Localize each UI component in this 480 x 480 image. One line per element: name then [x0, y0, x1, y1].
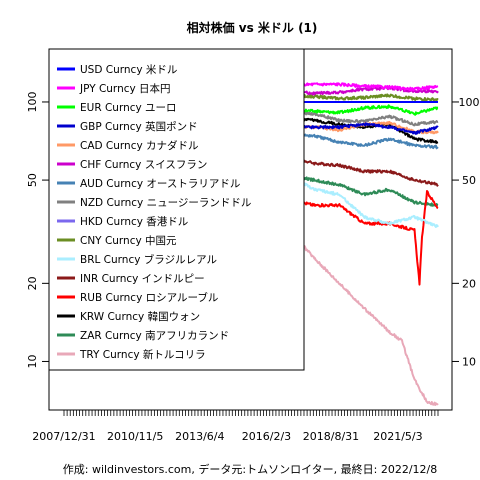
legend: USD Curncy 米ドル JPY Curncy 日本円 EUR Curncy ユ… [48, 48, 305, 371]
legend-label: USD Curncy 米ドル [80, 63, 177, 76]
x-tick-label: 2010/11/5 [107, 430, 163, 443]
y-tick-label: 20 [26, 276, 39, 290]
legend-label: NZD Curncy ニュージーランドドル [80, 197, 251, 209]
legend-label: BRL Curncy ブラジルレアル [80, 253, 217, 266]
legend-label: KRW Curncy 韓国ウォン [80, 311, 200, 323]
y-axis-right: 10 20 50 100 [451, 96, 480, 368]
legend-label: INR Curncy インドルピー [80, 273, 205, 285]
y-axis-left: 10 20 50 100 [26, 91, 50, 368]
y-tick-label: 50 [26, 173, 39, 187]
legend-label: GBP Curncy 英国ポンド [80, 120, 198, 133]
x-tick-label: 2018/8/31 [303, 430, 359, 443]
y-tick-label: 50 [462, 174, 476, 187]
x-tick-label: 2013/6/4 [175, 430, 224, 443]
legend-label: CHF Curncy スイスフラン [80, 159, 207, 171]
legend-label: CAD Curncy カナダドル [80, 139, 199, 152]
y-tick-label: 100 [459, 96, 480, 109]
chart-title: 相対株価 vs 米ドル (1) [187, 20, 318, 35]
x-axis: 2007/12/31 2010/11/5 2013/6/4 2016/2/3 2018/… [32, 409, 439, 443]
x-tick-label: 2007/12/31 [32, 430, 95, 443]
legend-label: EUR Curncy ユーロ [80, 102, 177, 114]
legend-label: ZAR Curncy 南アフリカランド [80, 329, 229, 342]
x-tick-label: 2016/2/3 [242, 430, 291, 443]
x-tick-label: 2021/5/3 [373, 430, 422, 443]
legend-box [48, 48, 305, 371]
y-tick-label: 10 [462, 355, 476, 368]
legend-label: RUB Curncy ロシアルーブル [80, 291, 218, 304]
y-tick-label: 100 [26, 91, 39, 112]
legend-label: AUD Curncy オーストラリアドル [80, 178, 240, 190]
legend-label: JPY Curncy 日本円 [79, 82, 171, 95]
y-tick-label: 10 [26, 354, 39, 368]
chart-caption: 作成: wildinvestors.com, データ元:トムソンロイター, 最終… [63, 462, 437, 476]
legend-label: HKD Curncy 香港ドル [80, 216, 188, 228]
y-tick-label: 20 [462, 277, 476, 290]
legend-label: TRY Curncy 新トルコリラ [79, 348, 206, 361]
legend-label: CNY Curncy 中国元 [80, 234, 177, 247]
